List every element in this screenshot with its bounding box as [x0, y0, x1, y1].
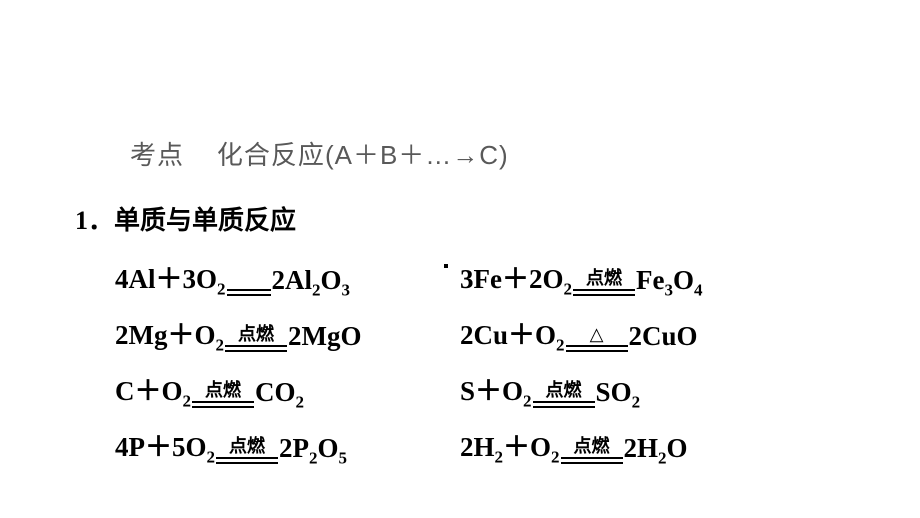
equation-rhs: 2CuO	[629, 321, 698, 352]
chemical-equation: 2H2＋O2 点燃 2H2O	[460, 425, 688, 464]
chemical-equation: 2Cu＋O2 △ 2CuO	[460, 313, 698, 352]
chemical-equation: 3Fe＋2O2 点燃 Fe3O4	[460, 257, 703, 296]
equation-rhs: 2H2O	[624, 433, 688, 464]
equation-rhs: SO2	[596, 377, 641, 408]
page: 考点 化合反应(A＋B＋…→C) 1．单质与单质反应 4Al＋3O2 2Al2O3…	[0, 0, 920, 518]
title-prefix: 考点	[130, 140, 184, 170]
equation-lhs: 3Fe＋2O2	[460, 257, 572, 296]
equation-rhs: 2MgO	[288, 321, 362, 352]
equals-sign	[227, 269, 271, 296]
equation-cell: 2Cu＋O2 △ 2CuO	[460, 313, 820, 352]
condition-label: 点燃	[546, 381, 582, 399]
equation-cell: 2Mg＋O2 点燃 2MgO	[115, 313, 460, 352]
chemical-equation: 2Mg＋O2 点燃 2MgO	[115, 313, 362, 352]
title-text: 化合反应	[217, 140, 325, 170]
equation-rhs: Fe3O4	[636, 265, 703, 296]
equation-lhs: 2Cu＋O2	[460, 313, 565, 352]
title-formula: (A＋B＋…→C)	[325, 140, 509, 170]
equation-rhs: 2P2O5	[279, 433, 347, 464]
equation-row: 4Al＋3O2 2Al2O3 3Fe＋2O2 点燃 Fe3O4	[115, 240, 820, 296]
chemical-equation: S＋O2 点燃 SO2	[460, 369, 640, 408]
equation-cell: 2H2＋O2 点燃 2H2O	[460, 425, 820, 464]
condition-label: 点燃	[205, 381, 241, 399]
equation-lhs: 4Al＋3O2	[115, 257, 226, 296]
condition-label: 点燃	[238, 325, 274, 343]
condition-label: 点燃	[586, 269, 622, 287]
condition-label: 点燃	[574, 437, 610, 455]
equals-sign: 点燃	[216, 437, 278, 464]
equations-area: 4Al＋3O22Al2O33Fe＋2O2点燃Fe3O42Mg＋O2点燃2MgO2…	[115, 240, 820, 464]
equals-sign: △	[566, 325, 628, 352]
equation-lhs: 4P＋5O2	[115, 425, 215, 464]
equation-row: C＋O2 点燃 CO2 S＋O2 点燃 SO2	[115, 352, 820, 408]
condition-label: 点燃	[229, 437, 265, 455]
equation-cell: 4P＋5O2 点燃 2P2O5	[115, 425, 460, 464]
equation-lhs: S＋O2	[460, 369, 532, 408]
equals-sign: 点燃	[561, 437, 623, 464]
equation-rhs: CO2	[255, 377, 304, 408]
equation-cell: S＋O2 点燃 SO2	[460, 369, 820, 408]
chemical-equation: 4P＋5O2 点燃 2P2O5	[115, 425, 347, 464]
equation-lhs: 2Mg＋O2	[115, 313, 224, 352]
equation-cell: 4Al＋3O2 2Al2O3	[115, 257, 460, 296]
equation-lhs: 2H2＋O2	[460, 425, 560, 464]
chemical-equation: C＋O2 点燃 CO2	[115, 369, 304, 408]
chemical-equation: 4Al＋3O2 2Al2O3	[115, 257, 350, 296]
equation-row: 4P＋5O2 点燃 2P2O5 2H2＋O2 点燃 2H2O	[115, 408, 820, 464]
equals-sign: 点燃	[192, 381, 254, 408]
condition-label: △	[590, 325, 604, 343]
equation-cell: 3Fe＋2O2 点燃 Fe3O4	[460, 257, 820, 296]
equation-cell: C＋O2 点燃 CO2	[115, 369, 460, 408]
topic-title: 考点 化合反应(A＋B＋…→C)	[130, 135, 509, 172]
equals-sign: 点燃	[573, 269, 635, 296]
equals-sign: 点燃	[533, 381, 595, 408]
equals-sign: 点燃	[225, 325, 287, 352]
equation-lhs: C＋O2	[115, 369, 191, 408]
equation-row: 2Mg＋O2 点燃 2MgO 2Cu＋O2 △ 2CuO	[115, 296, 820, 352]
section-heading: 1．单质与单质反应	[75, 200, 296, 237]
equation-rhs: 2Al2O3	[272, 265, 351, 296]
